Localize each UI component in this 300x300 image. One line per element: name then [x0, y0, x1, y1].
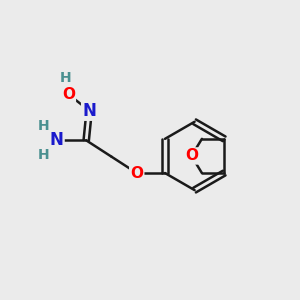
Text: N: N [50, 131, 63, 149]
Text: H: H [37, 119, 49, 133]
Text: H: H [37, 148, 49, 162]
Text: O: O [62, 87, 75, 102]
Text: O: O [130, 166, 143, 181]
Text: H: H [60, 71, 71, 85]
Text: O: O [185, 148, 198, 164]
Text: N: N [82, 102, 96, 120]
